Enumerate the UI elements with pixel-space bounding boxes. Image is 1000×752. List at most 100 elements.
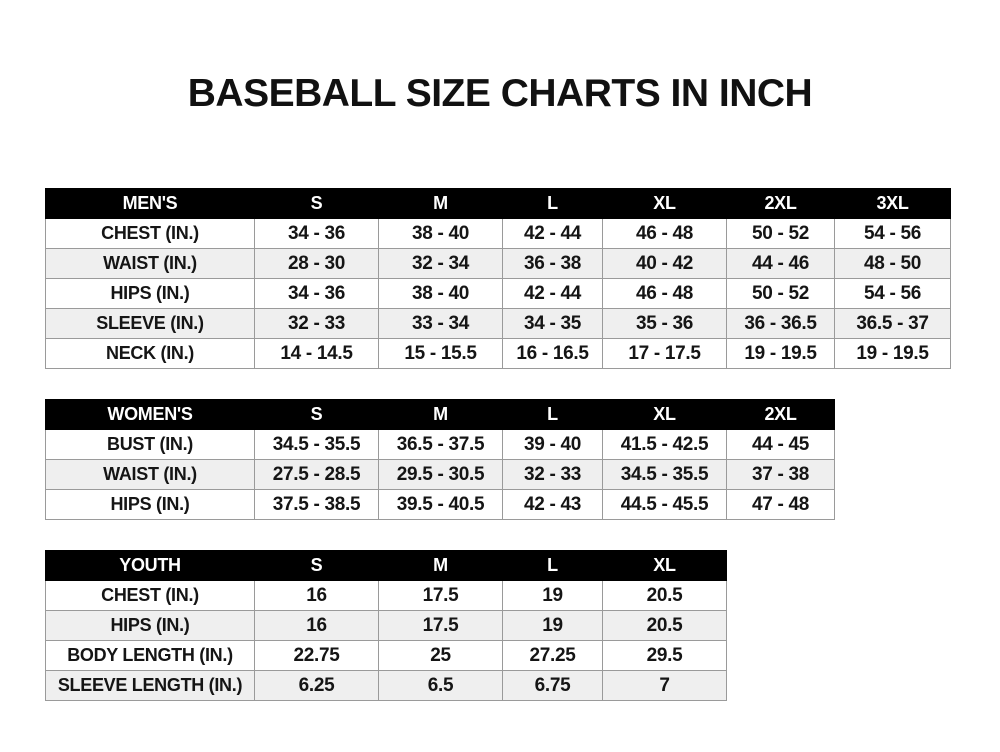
column-header: XL xyxy=(602,399,727,430)
table-cell: 36 - 38 xyxy=(502,248,603,279)
table-cell: 19 - 19.5 xyxy=(834,338,951,369)
column-header: M xyxy=(378,550,503,581)
table-cell: 34 - 36 xyxy=(254,218,379,249)
table-cell: 38 - 40 xyxy=(378,278,503,309)
table-row: NECK (IN.) 14 - 14.5 15 - 15.5 16 - 16.5 17 … xyxy=(45,338,951,369)
table-cell: 34.5 - 35.5 xyxy=(254,429,379,460)
table-cell: 54 - 56 xyxy=(834,218,951,249)
table-cell: 27.5 - 28.5 xyxy=(254,459,379,490)
table-cell: 40 - 42 xyxy=(602,248,727,279)
column-header: L xyxy=(502,188,603,219)
column-header: S xyxy=(254,550,379,581)
column-header: L xyxy=(502,550,603,581)
table-cell: 17.5 xyxy=(378,580,503,611)
row-label: WAIST (IN.) xyxy=(45,248,255,279)
table-cell: 32 - 34 xyxy=(378,248,503,279)
table-cell: 50 - 52 xyxy=(726,278,835,309)
row-label: CHEST (IN.) xyxy=(45,218,255,249)
youth-size-table: YOUTH S M L XL CHEST (IN.) 16 17.5 19 20.5 HIPS (I… xyxy=(45,550,727,701)
table-cell: 6.25 xyxy=(254,670,379,701)
column-header: L xyxy=(502,399,603,430)
table-cell: 41.5 - 42.5 xyxy=(602,429,727,460)
table-cell: 19 xyxy=(502,610,603,641)
table-cell: 15 - 15.5 xyxy=(378,338,503,369)
header-row: WOMEN'S S M L XL 2XL xyxy=(45,399,835,430)
row-label: SLEEVE (IN.) xyxy=(45,308,255,339)
row-label: SLEEVE LENGTH (IN.) xyxy=(45,670,255,701)
table-row: HIPS (IN.) 37.5 - 38.5 39.5 - 40.5 42 - 43 4… xyxy=(45,489,835,520)
table-cell: 39 - 40 xyxy=(502,429,603,460)
table-row: HIPS (IN.) 16 17.5 19 20.5 xyxy=(45,610,727,641)
table-row: BUST (IN.) 34.5 - 35.5 36.5 - 37.5 39 - 40 4… xyxy=(45,429,835,460)
table-row: SLEEVE LENGTH (IN.) 6.25 6.5 6.75 7 xyxy=(45,670,727,701)
table-cell: 32 - 33 xyxy=(254,308,379,339)
table-cell: 32 - 33 xyxy=(502,459,603,490)
column-header: 2XL xyxy=(726,188,835,219)
row-label: BODY LENGTH (IN.) xyxy=(45,640,255,671)
table-cell: 36.5 - 37 xyxy=(834,308,951,339)
womens-size-table: WOMEN'S S M L XL 2XL BUST (IN.) 34.5 - 35.5 36.5… xyxy=(45,399,835,520)
column-header: 2XL xyxy=(726,399,835,430)
table-cell: 17 - 17.5 xyxy=(602,338,727,369)
row-label: HIPS (IN.) xyxy=(45,489,255,520)
table-cell: 34 - 36 xyxy=(254,278,379,309)
table-cell: 34 - 35 xyxy=(502,308,603,339)
table-cell: 36 - 36.5 xyxy=(726,308,835,339)
table-cell: 27.25 xyxy=(502,640,603,671)
column-header: XL xyxy=(602,550,727,581)
row-label: NECK (IN.) xyxy=(45,338,255,369)
table-cell: 34.5 - 35.5 xyxy=(602,459,727,490)
column-header: YOUTH xyxy=(45,550,255,581)
table-cell: 20.5 xyxy=(602,610,727,641)
table-cell: 37.5 - 38.5 xyxy=(254,489,379,520)
column-header: M xyxy=(378,399,503,430)
table-cell: 44 - 45 xyxy=(726,429,835,460)
table-row: CHEST (IN.) 16 17.5 19 20.5 xyxy=(45,580,727,611)
table-cell: 38 - 40 xyxy=(378,218,503,249)
table-cell: 28 - 30 xyxy=(254,248,379,279)
table-cell: 7 xyxy=(602,670,727,701)
row-label: WAIST (IN.) xyxy=(45,459,255,490)
table-cell: 46 - 48 xyxy=(602,278,727,309)
table-cell: 25 xyxy=(378,640,503,671)
table-cell: 22.75 xyxy=(254,640,379,671)
table-cell: 42 - 44 xyxy=(502,278,603,309)
table-cell: 48 - 50 xyxy=(834,248,951,279)
table-cell: 36.5 - 37.5 xyxy=(378,429,503,460)
table-cell: 16 xyxy=(254,610,379,641)
table-row: HIPS (IN.) 34 - 36 38 - 40 42 - 44 46 - 48 50… xyxy=(45,278,951,309)
table-cell: 35 - 36 xyxy=(602,308,727,339)
column-header: XL xyxy=(602,188,727,219)
table-cell: 46 - 48 xyxy=(602,218,727,249)
table-row: CHEST (IN.) 34 - 36 38 - 40 42 - 44 46 - 48 5… xyxy=(45,218,951,249)
table-cell: 39.5 - 40.5 xyxy=(378,489,503,520)
page-title: BASEBALL SIZE CHARTS IN INCH xyxy=(187,72,813,115)
table-cell: 33 - 34 xyxy=(378,308,503,339)
row-label: HIPS (IN.) xyxy=(45,610,255,641)
table-row: BODY LENGTH (IN.) 22.75 25 27.25 29.5 xyxy=(45,640,727,671)
header-row: MEN'S S M L XL 2XL 3XL xyxy=(45,188,951,219)
table-cell: 19 xyxy=(502,580,603,611)
table-row: WAIST (IN.) 27.5 - 28.5 29.5 - 30.5 32 - 33… xyxy=(45,459,835,490)
table-cell: 14 - 14.5 xyxy=(254,338,379,369)
table-cell: 54 - 56 xyxy=(834,278,951,309)
table-cell: 17.5 xyxy=(378,610,503,641)
row-label: HIPS (IN.) xyxy=(45,278,255,309)
column-header: WOMEN'S xyxy=(45,399,255,430)
table-cell: 50 - 52 xyxy=(726,218,835,249)
column-header: M xyxy=(378,188,503,219)
row-label: BUST (IN.) xyxy=(45,429,255,460)
header-row: YOUTH S M L XL xyxy=(45,550,727,581)
table-cell: 44 - 46 xyxy=(726,248,835,279)
table-row: SLEEVE (IN.) 32 - 33 33 - 34 34 - 35 35 - 36… xyxy=(45,308,951,339)
table-row: WAIST (IN.) 28 - 30 32 - 34 36 - 38 40 - 42 4… xyxy=(45,248,951,279)
table-cell: 16 xyxy=(254,580,379,611)
table-cell: 37 - 38 xyxy=(726,459,835,490)
table-cell: 42 - 43 xyxy=(502,489,603,520)
mens-size-table: MEN'S S M L XL 2XL 3XL CHEST (IN.) 34 - 36 38 - 4… xyxy=(45,188,951,369)
table-cell: 19 - 19.5 xyxy=(726,338,835,369)
table-cell: 29.5 xyxy=(602,640,727,671)
table-cell: 20.5 xyxy=(602,580,727,611)
table-cell: 29.5 - 30.5 xyxy=(378,459,503,490)
row-label: CHEST (IN.) xyxy=(45,580,255,611)
